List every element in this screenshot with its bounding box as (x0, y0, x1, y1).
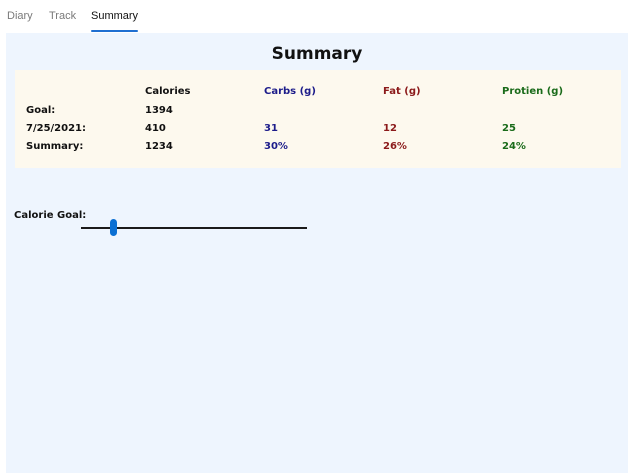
tab-bar: Diary Track Summary (0, 0, 634, 32)
slider-thumb[interactable] (109, 219, 117, 236)
tab-diary[interactable]: Diary (7, 10, 33, 30)
goal-calories: 1394 (145, 105, 173, 116)
summary-carbs-percent: 30% (264, 141, 288, 152)
tab-summary-label: Summary (91, 10, 139, 22)
date-calories: 410 (145, 123, 166, 134)
date-fat: 12 (383, 123, 397, 134)
tab-track-label: Track (49, 10, 77, 22)
tab-diary-label: Diary (7, 10, 33, 22)
header-fat: Fat (g) (383, 86, 421, 97)
calorie-goal-label: Calorie Goal: (14, 210, 87, 221)
header-calories: Calories (145, 86, 191, 97)
page-title: Summary (271, 44, 363, 64)
date-protein: 25 (502, 123, 516, 134)
summary-protein-percent: 24% (502, 141, 526, 152)
header-protein: Protien (g) (502, 86, 564, 97)
summary-calories: 1234 (145, 141, 173, 152)
summary-panel: Summary Calories Carbs (g) Fat (g) Proti… (6, 33, 628, 473)
date-carbs: 31 (264, 123, 278, 134)
row-label-date: 7/25/2021: (26, 123, 87, 134)
calorie-goal-slider[interactable] (81, 216, 307, 240)
slider-track[interactable] (81, 227, 307, 229)
tab-track[interactable]: Track (49, 10, 76, 30)
summary-fat-percent: 26% (383, 141, 407, 152)
row-label-summary: Summary: (26, 141, 84, 152)
header-carbs: Carbs (g) (264, 86, 316, 97)
active-tab-indicator (91, 30, 139, 32)
tab-summary[interactable]: Summary (91, 10, 139, 32)
row-label-goal: Goal: (26, 105, 56, 116)
summary-table: Calories Carbs (g) Fat (g) Protien (g) G… (15, 70, 621, 168)
